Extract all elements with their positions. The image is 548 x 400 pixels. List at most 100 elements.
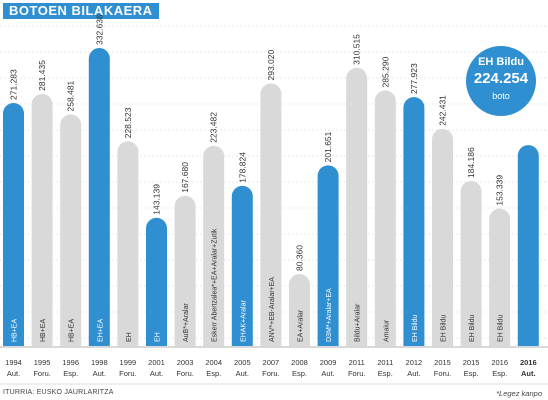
election-type-label: Esp. [206,369,221,378]
value-label: 153.339 [495,175,505,206]
bar [460,180,482,346]
bar-base [489,335,511,346]
party-label: HB+EA [69,319,76,342]
year-tick-label: 2011 [349,358,365,367]
party-label: AuB*+Aralar [183,303,190,342]
election-type-label: Aut. [321,369,334,378]
value-label: 258.481 [66,80,76,111]
value-label: 242.431 [438,95,448,126]
party-label: EH+EA [97,319,104,342]
value-label: 332.636 [94,14,104,45]
bar-base [146,335,167,346]
party-label: Bildu+Aralar [355,303,362,342]
bar-base [289,335,310,346]
election-type-label: Aut. [236,369,249,378]
year-tick-label: 1995 [34,358,51,367]
party-label: EH [155,332,162,342]
election-type-label: Esp. [63,369,78,378]
year-tick-label: 1998 [91,358,108,367]
bar-base [432,335,453,346]
election-type-label: Aut. [150,369,163,378]
value-label: 167.680 [180,162,190,193]
party-label: EH Bildu [441,315,448,342]
value-label: 285.290 [380,56,390,87]
election-type-label: Aut. [407,369,420,378]
election-type-label: Foru. [33,369,51,378]
bar [117,141,139,346]
bar-base [117,335,139,346]
election-type-label: Esp. [464,369,479,378]
bar [88,48,110,346]
year-tick-label: 2016 [491,358,508,367]
bar [403,97,425,346]
year-tick-label: 2015 [463,358,480,367]
bar-base [174,335,196,346]
year-tick-label: 2015 [434,358,451,367]
year-tick-label: 2012 [406,358,423,367]
year-tick-label: 2007 [263,358,280,367]
bar-base [460,335,482,346]
footnote: *Legez kanpo [496,389,542,398]
bar [203,145,225,346]
year-tick-label: 2011 [377,358,393,367]
value-label: 277.923 [409,63,419,94]
bar-base [374,335,396,346]
election-type-label: Foru. [119,369,137,378]
party-label: EHAK+Aralar [240,300,247,342]
value-label: 281.435 [37,60,47,91]
value-label: 184.186 [466,147,476,178]
party-label: HB+EA [12,319,19,342]
value-label: 223.482 [209,112,219,143]
election-type-label: Esp. [378,369,393,378]
election-type-label: Foru. [262,369,280,378]
party-label: HB+EA [40,319,47,342]
value-label: 178.824 [237,152,247,183]
bar [517,145,539,346]
party-label: D3M*+Aralar+EA [326,288,333,342]
value-label: 293.020 [266,49,276,80]
callout-unit: boto [492,91,510,101]
bar [231,185,253,346]
election-type-label: Aut. [93,369,106,378]
year-tick-label: 2016 [520,358,537,367]
bar [374,90,396,346]
value-label: 310.515 [352,34,362,65]
year-tick-label: 2004 [205,358,222,367]
election-type-label: Foru. [434,369,452,378]
year-tick-label: 2001 [148,358,165,367]
bar-base [317,335,339,346]
bar-base [203,335,225,346]
party-label: EH [126,332,133,342]
election-type-label: Foru. [348,369,366,378]
bar-base [403,335,425,346]
election-type-label: Esp. [292,369,307,378]
callout-name: EH Bildu [478,56,524,68]
year-tick-label: 2009 [320,358,337,367]
year-tick-label: 1994 [5,358,22,367]
bar [31,93,53,346]
party-label: EH Bildu [498,315,505,342]
bar-base [260,335,282,346]
year-tick-label: 2008 [291,358,308,367]
bar-base [3,335,24,346]
bar [260,83,282,346]
value-label: 271.283 [9,69,19,100]
bar [60,114,82,346]
year-tick-label: 2005 [234,358,251,367]
party-label: EH Bildu [412,315,419,342]
party-label: Eskerr Abertzalea*+EA+Aralar+Zutik [212,228,219,342]
bar-base [517,335,539,346]
bar-base [231,335,253,346]
bar [289,274,310,346]
bar [174,195,196,346]
chart-title: BOTOEN BILAKAERA [3,3,159,19]
value-label: 80.360 [295,245,305,271]
election-type-label: Aut. [7,369,20,378]
party-label: EH Bildu [469,315,476,342]
bar-base [88,335,110,346]
callout-value: 224.254 [473,70,529,87]
election-type-label: Foru. [176,369,194,378]
year-tick-label: 1996 [62,358,79,367]
ehbildu-2016-callout: EH Bildu 224.254 boto [466,46,536,116]
